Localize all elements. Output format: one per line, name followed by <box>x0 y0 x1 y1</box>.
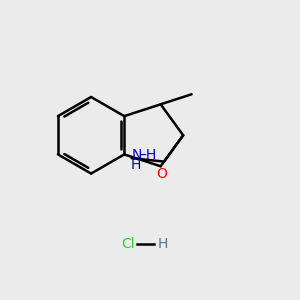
Text: N: N <box>132 148 142 162</box>
Text: –H: –H <box>139 148 157 162</box>
Text: H: H <box>131 158 141 172</box>
Text: Cl: Cl <box>122 237 135 251</box>
Text: H: H <box>158 237 168 251</box>
Text: O: O <box>157 167 168 182</box>
